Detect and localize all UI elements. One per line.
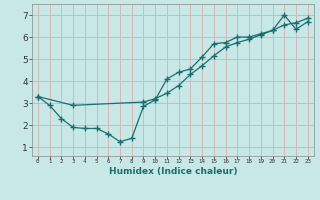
X-axis label: Humidex (Indice chaleur): Humidex (Indice chaleur) [108, 167, 237, 176]
